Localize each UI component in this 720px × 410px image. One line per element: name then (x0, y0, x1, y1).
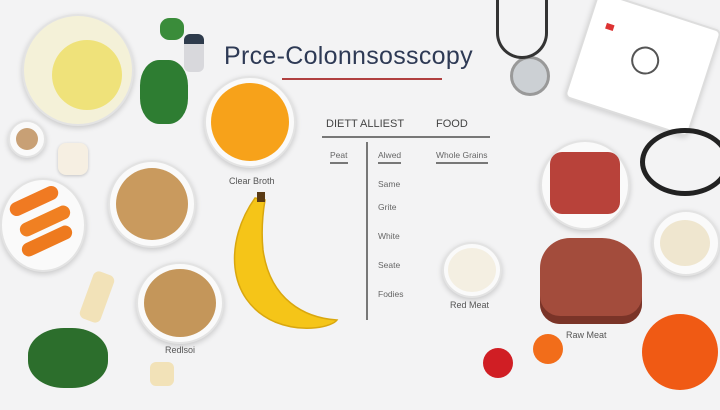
table-row: Same (378, 179, 401, 189)
clear-broth-label: Clear Broth (229, 176, 275, 186)
spice-dish (8, 120, 46, 158)
table-col-peat: Peat (330, 150, 348, 164)
clear-broth-bowl (204, 76, 296, 168)
table-header-left: DIETT ALLIEST (326, 118, 405, 130)
banana (233, 192, 339, 329)
table-row: Seate (378, 260, 401, 270)
cherry-tomato (483, 348, 513, 378)
table-row: Fodies (378, 289, 404, 299)
pasta-small (150, 362, 174, 386)
page-title: Prce-Colonnsosscopy (224, 42, 473, 70)
red-meat-label: Red Meat (450, 300, 490, 310)
garlic-bowl (652, 210, 720, 276)
pepper-shaker (184, 34, 204, 72)
broth-jar (22, 14, 134, 126)
table-header-rule (322, 136, 490, 138)
grain-bowl-bottom (136, 262, 224, 344)
carrot-bowl (0, 178, 86, 272)
rice-bowl (442, 242, 502, 298)
table-col-whole-grains: Whole Grains (436, 150, 488, 164)
raw-meat-plate (540, 140, 630, 230)
calendar (563, 0, 720, 138)
table-header-right: FOOD (436, 118, 468, 130)
stethoscope-chest (510, 56, 550, 96)
table-row: White (378, 231, 400, 241)
parsley (140, 60, 188, 124)
grain-bowl-top (108, 160, 196, 248)
parsley-bottom (28, 328, 108, 388)
grains-bottom-label: Redlsoi (165, 345, 196, 355)
raw-meat-label: Raw Meat (566, 330, 607, 340)
title-underline (282, 78, 442, 80)
pasta (78, 269, 116, 325)
garlic (58, 143, 88, 175)
orange-tomato-small (533, 334, 563, 364)
steak (540, 238, 642, 324)
table-row: Grite (378, 202, 397, 212)
table-vertical-rule (366, 142, 368, 320)
stethoscope-ring (640, 128, 720, 196)
table-col-alwed: Alwed (378, 150, 402, 164)
stethoscope-tube (496, 0, 548, 59)
tomato (642, 314, 718, 390)
parsley-top (160, 18, 184, 40)
